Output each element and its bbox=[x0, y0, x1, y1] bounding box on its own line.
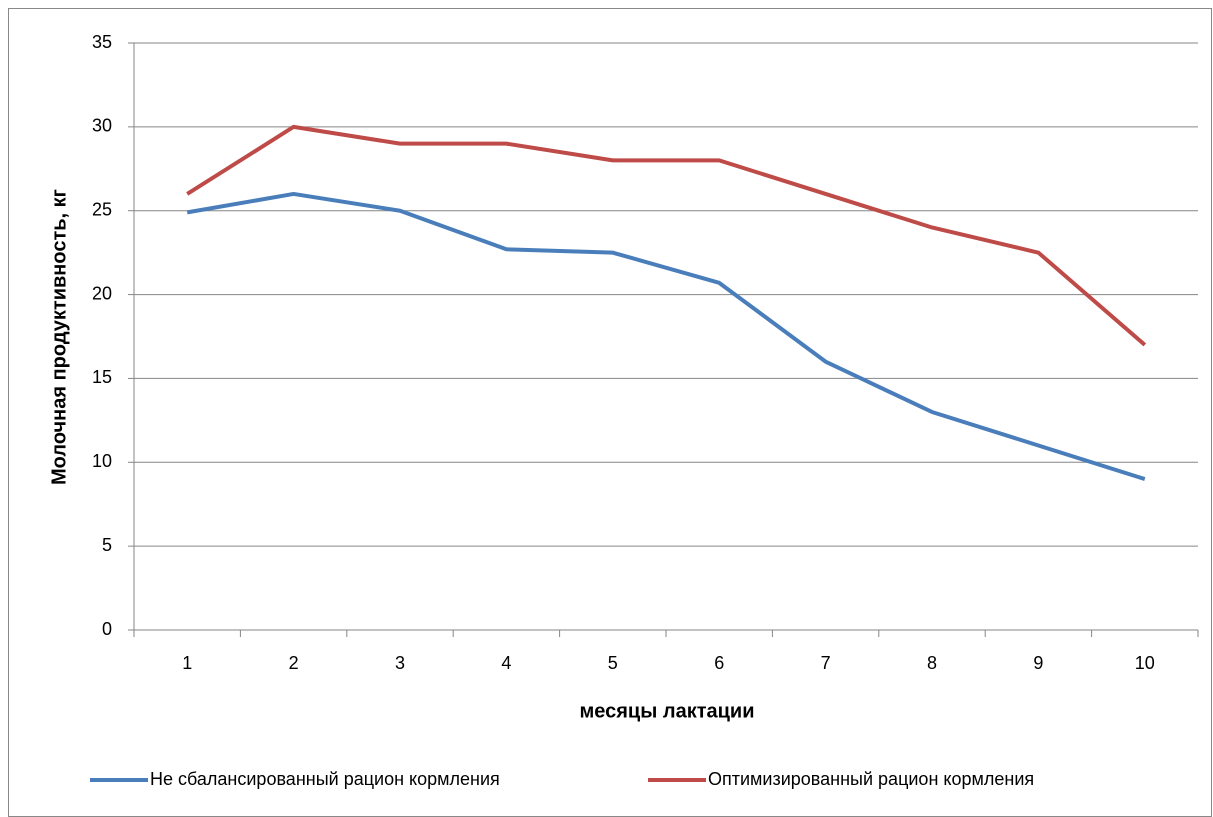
x-tick-label: 5 bbox=[608, 653, 618, 673]
x-tick-label: 10 bbox=[1135, 653, 1155, 673]
y-tick-label: 20 bbox=[92, 283, 112, 303]
y-tick-label: 5 bbox=[102, 535, 112, 555]
x-tick-label: 3 bbox=[395, 653, 405, 673]
y-tick-label: 10 bbox=[92, 451, 112, 471]
y-axis-title: Молочная продуктивность, кг bbox=[48, 189, 70, 485]
x-tick-label: 7 bbox=[821, 653, 831, 673]
legend-label: Не сбалансированный рацион кормления bbox=[150, 769, 500, 789]
chart-border bbox=[8, 8, 1212, 817]
series-line bbox=[186, 191, 1146, 481]
x-tick-label: 8 bbox=[927, 653, 937, 673]
y-tick-label: 30 bbox=[92, 116, 112, 136]
x-tick-label: 9 bbox=[1033, 653, 1043, 673]
y-tick-label: 0 bbox=[102, 619, 112, 639]
series-line bbox=[186, 124, 1147, 347]
x-axis-title: месяцы лактации bbox=[579, 700, 754, 722]
y-tick-label: 25 bbox=[92, 199, 112, 219]
legend-label: Оптимизированный рацион кормления bbox=[708, 769, 1034, 789]
x-tick-label: 4 bbox=[501, 653, 511, 673]
x-tick-label: 1 bbox=[182, 653, 192, 673]
y-tick-label: 15 bbox=[92, 367, 112, 387]
y-tick-label: 35 bbox=[92, 32, 112, 52]
x-tick-label: 6 bbox=[714, 653, 724, 673]
x-tick-label: 2 bbox=[289, 653, 299, 673]
